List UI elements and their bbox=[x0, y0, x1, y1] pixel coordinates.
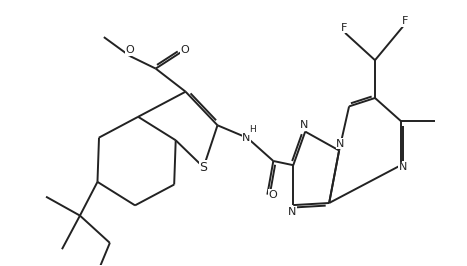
Text: N: N bbox=[399, 162, 407, 172]
Text: S: S bbox=[199, 161, 207, 174]
Text: O: O bbox=[126, 45, 134, 55]
Text: F: F bbox=[340, 23, 347, 33]
Text: H: H bbox=[249, 126, 255, 135]
Text: O: O bbox=[181, 45, 190, 56]
Text: F: F bbox=[402, 16, 408, 26]
Text: O: O bbox=[269, 190, 277, 200]
Text: N: N bbox=[336, 139, 345, 149]
Text: N: N bbox=[300, 120, 309, 130]
Text: N: N bbox=[242, 133, 251, 143]
Text: N: N bbox=[288, 207, 297, 217]
